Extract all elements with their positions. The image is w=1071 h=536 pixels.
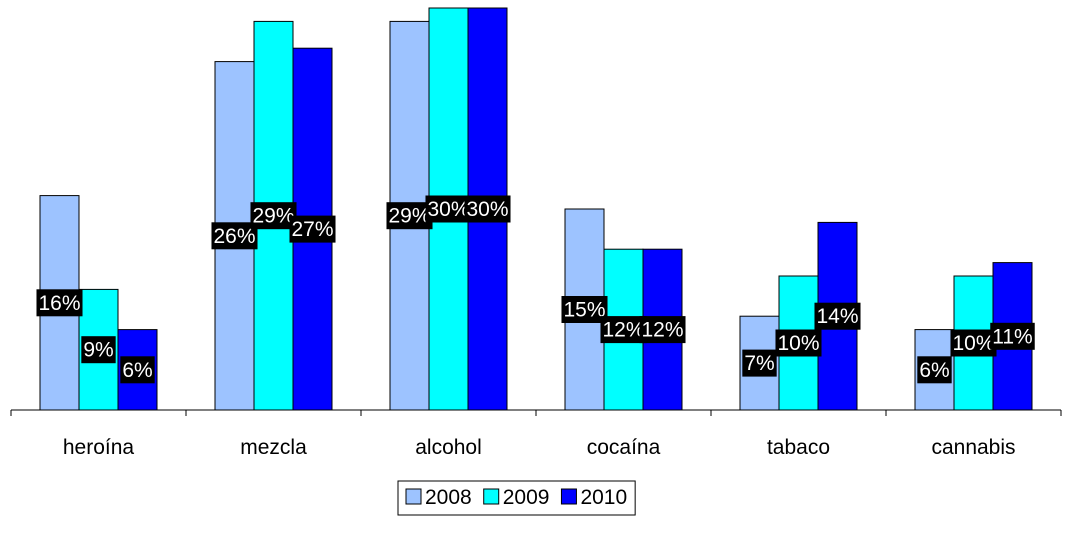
legend-swatch-2010 [560,488,577,505]
data-label-background [814,302,861,330]
data-label: 15% [561,296,608,323]
data-label-text: 6% [919,359,949,382]
data-label-text: 29% [388,205,430,228]
data-label-background [950,329,997,357]
bars-layer [39,7,1033,411]
data-label: 30% [464,195,511,223]
data-label: 14% [814,302,861,330]
data-label: 29% [386,202,433,230]
data-label: 10% [950,329,997,357]
legend-swatch-2009 [483,488,500,505]
legend-swatch-2008 [405,488,422,505]
legend-label-2010: 2010 [580,486,627,509]
data-label-background [425,195,472,223]
data-label-text: 10% [952,332,994,355]
x-axis-ticks [10,410,1062,416]
data-label: 16% [36,289,83,317]
data-label-text: 16% [38,292,80,315]
data-label-text: 6% [122,359,152,382]
data-label-background [561,296,608,323]
data-label-text: 11% [992,325,1032,348]
legend-frame [397,480,636,516]
data-label-background [386,202,433,230]
data-label-background [600,316,647,344]
data-label: 30% [425,195,472,223]
data-label-background [211,222,258,250]
data-label-text: 15% [563,299,605,322]
data-label-background [36,289,83,317]
data-label: 12% [600,316,647,344]
data-label-text: 30% [427,198,469,221]
data-label-background [990,322,1035,350]
data-label-text: 9% [83,339,113,362]
data-label-text: 30% [466,198,508,221]
x-tick-label: mezcla [240,436,307,459]
x-tick-label: heroína [63,436,135,459]
data-label: 11% [990,322,1035,350]
data-label-background [917,356,952,384]
data-label: 12% [639,316,686,344]
data-label-background [120,356,155,384]
legend-label-2009: 2009 [503,486,550,509]
data-label-text: 26% [213,225,255,248]
data-label-text: 7% [744,352,774,375]
data-label: 10% [775,329,822,357]
data-label-background [250,202,297,230]
x-tick-label: cannabis [931,436,1015,459]
data-label-text: 29% [252,205,294,228]
data-label-text: 12% [641,319,683,342]
data-label-background [775,329,822,357]
data-label-text: 14% [816,305,858,328]
data-label-background [464,195,511,223]
data-label-text: 12% [602,319,644,342]
data-label-background [742,349,777,377]
x-tick-label: alcohol [415,436,482,459]
data-label: 27% [289,215,336,243]
data-label-background [639,316,686,344]
data-label: 9% [81,336,116,364]
data-label-background [289,215,336,243]
x-tick-label: tabaco [767,436,830,459]
data-label: 7% [742,349,777,377]
x-axis-labels: heroína mezcla alcohol cocaína tabaco cannabi… [63,436,1016,459]
data-label-text: 10% [777,332,819,355]
x-tick-label: cocaína [587,436,661,459]
legend-label-2008: 2008 [425,486,472,509]
data-label: 6% [120,356,155,384]
data-label-text: 27% [291,218,333,241]
legend: 2008 2009 2010 [397,480,636,516]
data-label: 29% [250,202,297,230]
data-label: 26% [211,222,258,250]
data-label-background [81,336,116,364]
data-label: 6% [917,356,952,384]
data-labels-layer: 16%9%6%26%29%27%29%30%30%15%12%12%7%10%1… [36,195,1035,384]
